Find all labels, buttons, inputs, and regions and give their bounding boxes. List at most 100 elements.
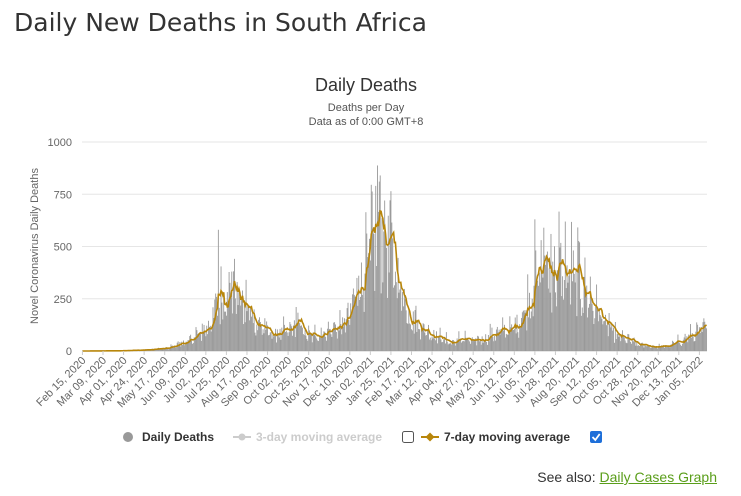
daily-deaths-bar [540,240,542,351]
y-tick-label: 1000 [48,137,72,149]
daily-deaths-bar [578,240,580,351]
checkmark-icon [591,433,601,442]
daily-deaths-bar [484,340,486,351]
daily-deaths-bar [254,332,256,351]
daily-deaths-bar [570,304,572,351]
daily-deaths-bar [209,325,211,351]
daily-deaths-bar [236,282,238,351]
daily-deaths-bar [162,348,164,351]
daily-deaths-bar [269,332,271,351]
daily-deaths-bar [546,258,547,351]
daily-deaths-bar [617,334,619,351]
daily-deaths-bar [253,309,255,351]
daily-deaths-bar [450,342,452,351]
daily-deaths-bar [687,342,689,351]
daily-deaths-bar [477,335,479,351]
daily-deaths-bar [692,336,694,351]
daily-deaths-bar [289,322,291,351]
daily-deaths-bar [604,320,606,351]
daily-deaths-bar [639,345,641,351]
daily-deaths-bar [181,341,183,351]
daily-deaths-bar [501,329,503,351]
daily-deaths-bar [188,340,190,351]
daily-deaths-bar [632,341,634,351]
legend-checkbox-1[interactable] [402,431,414,443]
daily-deaths-bar [191,343,193,351]
daily-deaths-bar [397,257,399,351]
daily-deaths-bar [639,346,640,351]
daily-deaths-bar [644,344,646,351]
daily-deaths-bar [270,332,272,351]
daily-deaths-bar [565,288,567,351]
daily-deaths-bar [584,257,586,351]
daily-deaths-bar [553,275,555,351]
daily-deaths-bar [668,345,670,351]
daily-deaths-bar [488,341,490,351]
daily-deaths-bar [222,319,224,351]
daily-deaths-bar [268,334,270,351]
daily-deaths-bar [486,341,488,351]
daily-deaths-bar [168,347,170,351]
daily-deaths-bar [416,331,418,351]
daily-deaths-bar [341,334,343,351]
daily-deaths-bar [276,329,278,351]
y-tick-label: 250 [54,294,72,306]
daily-deaths-bar [567,282,569,351]
daily-deaths-bar [504,324,505,351]
daily-deaths-bar [327,321,329,351]
daily-deaths-bar [314,324,316,351]
daily-deaths-bar [437,336,439,351]
daily-deaths-bar [614,342,615,351]
daily-deaths-bar [363,311,365,351]
daily-deaths-bar [324,331,326,351]
daily-deaths-bar [616,333,618,351]
daily-deaths-bar [579,242,581,351]
daily-deaths-bar [227,300,229,351]
daily-deaths-bar [534,219,536,351]
daily-deaths-bar [315,336,317,351]
daily-deaths-bar [656,348,658,351]
legend-checkbox-2[interactable] [590,431,602,443]
daily-deaths-bar [174,345,175,351]
daily-deaths-bar [410,324,412,351]
daily-deaths-bar [419,329,420,351]
daily-deaths-bar [382,282,384,351]
daily-deaths-bar [577,227,579,351]
daily-deaths-bar [665,345,667,351]
legend-item-2[interactable]: 7-day moving average [421,430,570,444]
legend-item-0[interactable]: Daily Deaths [123,430,214,444]
daily-deaths-chart: Daily Deaths Deaths per Day Data as of 0… [29,75,708,444]
daily-deaths-bar [657,347,659,351]
daily-deaths-bar [546,251,548,351]
daily-deaths-bar [455,343,457,351]
daily-deaths-bar [671,344,673,351]
daily-deaths-bar [422,323,424,351]
daily-deaths-bar [210,331,212,351]
legend-marker-circle [123,432,133,442]
daily-deaths-bar [636,342,638,351]
daily-deaths-bar [633,337,635,351]
daily-deaths-bar [366,233,368,351]
seven-day-average-series [82,209,708,352]
daily-deaths-bar [587,317,589,351]
daily-cases-graph-link[interactable]: Daily Cases Graph [599,469,718,485]
daily-deaths-bar [186,342,188,351]
checkbox-checked [590,431,602,443]
daily-deaths-bar [326,328,328,351]
daily-deaths-bar [576,316,578,351]
legend-item-1[interactable]: 3-day moving average [233,430,382,444]
daily-deaths-bar [379,175,381,351]
daily-deaths-bar [319,337,321,351]
daily-deaths-bar [323,331,325,351]
daily-deaths-bar [621,335,623,351]
daily-deaths-bar [381,217,383,351]
daily-deaths-bar [368,253,370,351]
daily-deaths-bar [433,329,435,351]
daily-deaths-bar [259,317,260,351]
daily-deaths-bar [554,246,555,351]
daily-deaths-bar [506,334,508,351]
daily-deaths-bar [267,335,269,351]
daily-deaths-bar [599,315,601,351]
daily-deaths-bar [217,315,218,351]
daily-deaths-bar [293,325,294,351]
